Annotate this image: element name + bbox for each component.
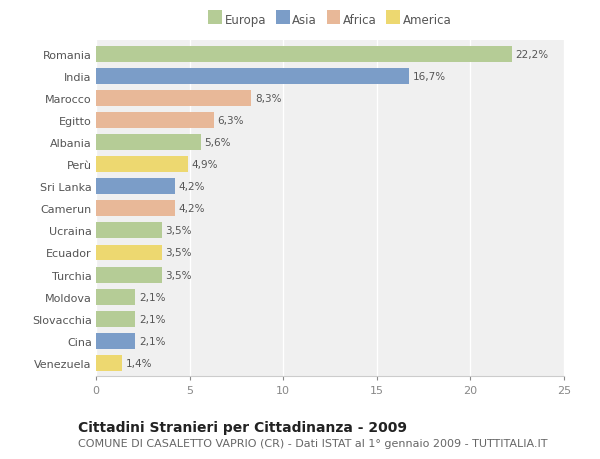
- Text: 3,5%: 3,5%: [165, 248, 192, 258]
- Text: 16,7%: 16,7%: [412, 72, 445, 82]
- Bar: [96, 333, 136, 349]
- Bar: [96, 91, 251, 106]
- Text: 4,9%: 4,9%: [191, 160, 218, 170]
- Bar: [96, 201, 175, 217]
- Text: 2,1%: 2,1%: [139, 336, 166, 346]
- Bar: [96, 69, 409, 84]
- Text: 4,2%: 4,2%: [178, 204, 205, 214]
- Bar: [96, 289, 136, 305]
- Bar: [96, 355, 122, 371]
- Bar: [96, 113, 214, 129]
- Text: 2,1%: 2,1%: [139, 314, 166, 324]
- Text: COMUNE DI CASALETTO VAPRIO (CR) - Dati ISTAT al 1° gennaio 2009 - TUTTITALIA.IT: COMUNE DI CASALETTO VAPRIO (CR) - Dati I…: [78, 438, 548, 448]
- Text: 2,1%: 2,1%: [139, 292, 166, 302]
- Text: 8,3%: 8,3%: [255, 94, 281, 104]
- Bar: [96, 311, 136, 327]
- Bar: [96, 223, 161, 239]
- Bar: [96, 135, 201, 151]
- Text: 1,4%: 1,4%: [126, 358, 152, 368]
- Bar: [96, 245, 161, 261]
- Text: 3,5%: 3,5%: [165, 226, 192, 236]
- Text: 3,5%: 3,5%: [165, 270, 192, 280]
- Bar: [96, 47, 512, 62]
- Text: Cittadini Stranieri per Cittadinanza - 2009: Cittadini Stranieri per Cittadinanza - 2…: [78, 420, 407, 434]
- Text: 4,2%: 4,2%: [178, 182, 205, 192]
- Text: 6,3%: 6,3%: [218, 116, 244, 126]
- Bar: [96, 157, 188, 173]
- Text: 22,2%: 22,2%: [515, 50, 548, 60]
- Bar: [96, 267, 161, 283]
- Text: 5,6%: 5,6%: [205, 138, 231, 148]
- Legend: Europa, Asia, Africa, America: Europa, Asia, Africa, America: [208, 14, 452, 27]
- Bar: [96, 179, 175, 195]
